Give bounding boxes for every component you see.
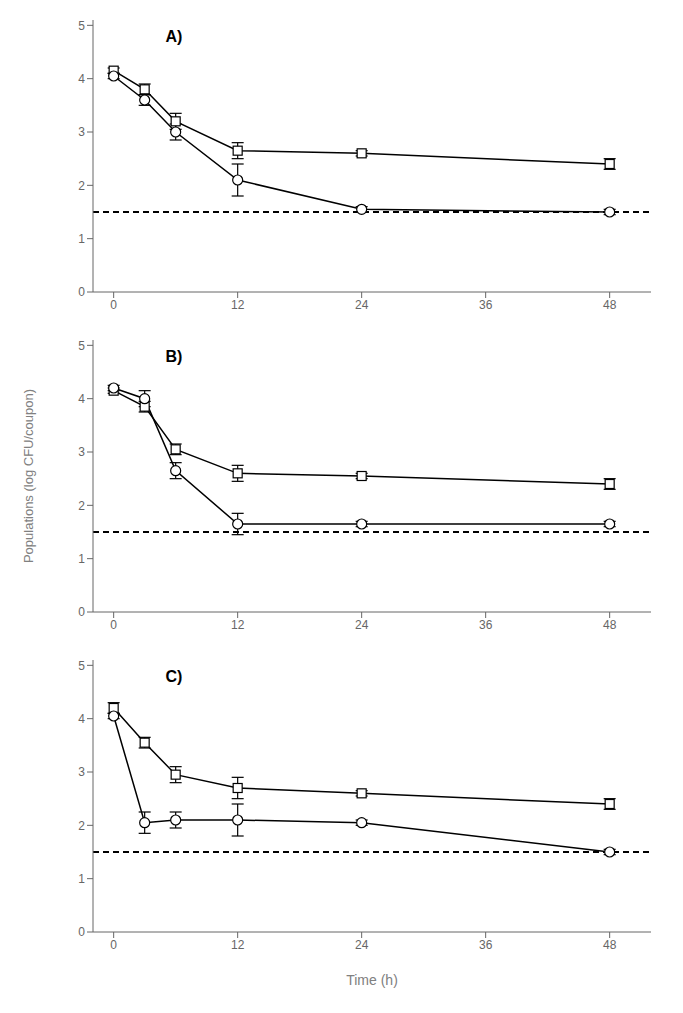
- svg-text:12: 12: [231, 298, 245, 312]
- svg-text:48: 48: [603, 938, 617, 952]
- svg-text:36: 36: [479, 618, 493, 632]
- svg-text:12: 12: [231, 938, 245, 952]
- svg-text:24: 24: [355, 938, 369, 952]
- svg-text:2: 2: [78, 819, 85, 833]
- svg-text:Populations (log CFU/coupon): Populations (log CFU/coupon): [21, 389, 36, 563]
- svg-text:36: 36: [479, 298, 493, 312]
- svg-text:48: 48: [603, 298, 617, 312]
- svg-text:2: 2: [78, 499, 85, 513]
- html-text:A): A): [165, 28, 183, 45]
- html-text:B): B): [165, 348, 183, 365]
- html-text:C): C): [165, 668, 183, 685]
- svg-text:0: 0: [110, 938, 117, 952]
- svg-text:4: 4: [78, 72, 85, 86]
- svg-text:5: 5: [78, 339, 85, 353]
- svg-text:0: 0: [78, 925, 85, 939]
- svg-text:24: 24: [355, 298, 369, 312]
- svg-text:1: 1: [78, 552, 85, 566]
- svg-text:48: 48: [603, 618, 617, 632]
- svg-text:1: 1: [78, 232, 85, 246]
- svg-text:3: 3: [78, 445, 85, 459]
- svg-text:36: 36: [479, 938, 493, 952]
- svg-text:2: 2: [78, 179, 85, 193]
- svg-text:0: 0: [110, 618, 117, 632]
- svg-text:12: 12: [231, 618, 245, 632]
- svg-text:3: 3: [78, 765, 85, 779]
- svg-text:4: 4: [78, 712, 85, 726]
- svg-text:4: 4: [78, 392, 85, 406]
- svg-text:0: 0: [78, 605, 85, 619]
- svg-text:5: 5: [78, 19, 85, 33]
- svg-text:0: 0: [78, 285, 85, 299]
- svg-text:3: 3: [78, 125, 85, 139]
- svg-text:Time (h): Time (h): [346, 972, 398, 988]
- svg-text:24: 24: [355, 618, 369, 632]
- svg-text:1: 1: [78, 872, 85, 886]
- svg-text:0: 0: [110, 298, 117, 312]
- svg-text:5: 5: [78, 659, 85, 673]
